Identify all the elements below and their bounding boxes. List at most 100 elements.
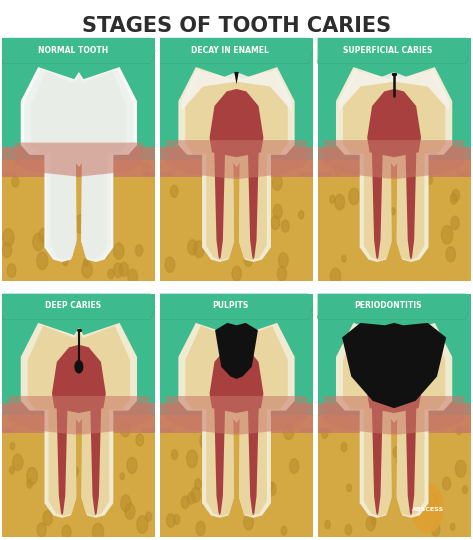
FancyBboxPatch shape [160,147,313,177]
Circle shape [255,421,264,435]
Circle shape [196,521,205,536]
Circle shape [420,170,427,179]
Circle shape [137,516,148,534]
Circle shape [121,495,131,511]
FancyBboxPatch shape [2,160,156,281]
Circle shape [105,457,110,465]
Polygon shape [336,67,452,262]
Circle shape [463,486,467,494]
Circle shape [281,526,287,535]
FancyBboxPatch shape [2,38,156,281]
Polygon shape [160,38,313,63]
Polygon shape [267,391,313,433]
Circle shape [335,194,344,210]
Polygon shape [2,135,48,177]
Circle shape [7,264,16,278]
Circle shape [222,492,228,501]
Circle shape [232,266,241,281]
Polygon shape [185,70,288,260]
Polygon shape [339,70,449,111]
Circle shape [142,163,149,174]
Circle shape [417,427,423,437]
Polygon shape [2,294,156,319]
Circle shape [213,477,219,487]
Text: STAGES OF TOOTH CARIES: STAGES OF TOOTH CARIES [82,16,391,36]
Circle shape [402,491,408,502]
Circle shape [341,443,347,452]
Circle shape [345,524,352,535]
Circle shape [37,252,48,269]
Circle shape [128,269,138,285]
FancyBboxPatch shape [317,294,471,537]
Circle shape [92,523,104,540]
Text: SUPERFICIAL CARIES: SUPERFICIAL CARIES [343,45,433,55]
Polygon shape [324,396,464,435]
Circle shape [75,361,83,373]
Circle shape [412,170,423,187]
Circle shape [330,268,341,285]
Circle shape [46,476,52,484]
Polygon shape [31,71,127,259]
Circle shape [27,480,32,488]
Circle shape [404,225,412,238]
Polygon shape [406,152,416,260]
Circle shape [188,492,195,504]
Circle shape [203,499,208,507]
Circle shape [266,481,273,492]
Circle shape [82,261,92,278]
Polygon shape [185,326,288,516]
FancyBboxPatch shape [2,403,156,433]
Polygon shape [317,391,364,433]
FancyBboxPatch shape [2,415,156,537]
Circle shape [12,177,19,187]
FancyBboxPatch shape [160,403,313,433]
Polygon shape [166,140,307,179]
Circle shape [362,440,368,450]
Text: NORMAL TOOTH: NORMAL TOOTH [38,45,108,55]
Circle shape [298,211,304,219]
Circle shape [101,245,109,258]
Circle shape [33,233,44,251]
Polygon shape [109,135,156,177]
Circle shape [209,216,215,225]
Polygon shape [317,294,471,319]
Circle shape [401,197,412,214]
Polygon shape [2,391,48,433]
Circle shape [322,429,328,438]
Polygon shape [210,89,263,157]
Circle shape [450,523,455,530]
Circle shape [172,450,178,460]
Circle shape [9,467,14,474]
Circle shape [181,496,189,509]
Circle shape [244,253,253,266]
Circle shape [26,467,37,484]
Circle shape [194,241,204,258]
Circle shape [250,185,257,197]
Polygon shape [317,306,471,319]
Circle shape [170,185,178,197]
Circle shape [277,266,287,281]
Circle shape [450,193,457,204]
Circle shape [366,516,376,531]
Circle shape [456,427,462,435]
Polygon shape [166,396,307,435]
Polygon shape [367,89,421,157]
Circle shape [215,213,224,227]
Circle shape [284,423,294,440]
Circle shape [200,433,210,449]
Polygon shape [324,140,464,179]
Circle shape [391,208,395,214]
Circle shape [75,215,86,233]
Polygon shape [2,38,156,63]
Circle shape [259,200,265,210]
Polygon shape [21,323,137,518]
FancyBboxPatch shape [2,147,156,177]
Polygon shape [342,323,446,408]
Circle shape [90,184,99,198]
Circle shape [49,239,58,254]
Circle shape [347,484,351,491]
Polygon shape [2,51,156,63]
Circle shape [330,195,335,203]
Circle shape [289,459,299,474]
Circle shape [108,269,114,279]
